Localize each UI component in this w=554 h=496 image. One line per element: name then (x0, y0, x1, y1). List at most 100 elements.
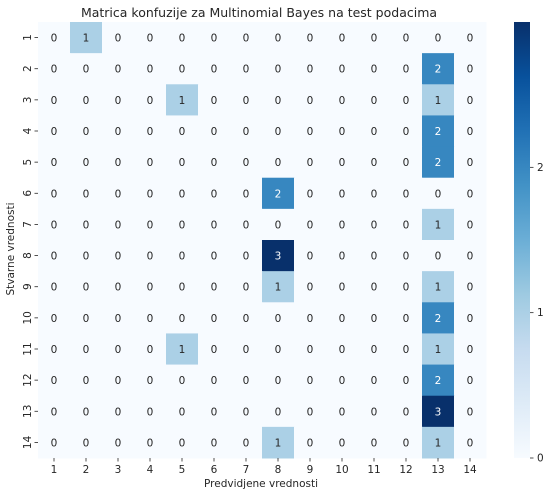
cell-value-label: 0 (83, 126, 90, 138)
cell-value-label: 0 (243, 188, 250, 200)
cell-value-label: 1 (435, 95, 442, 107)
x-tick-label: 5 (179, 464, 186, 476)
heatmap-cell (454, 240, 487, 272)
cell-value-label: 2 (275, 188, 282, 200)
heatmap-cell (422, 271, 455, 303)
y-tick-label: 1 (22, 34, 34, 41)
cell-value-label: 0 (115, 126, 122, 138)
heatmap-cell (230, 146, 263, 179)
cell-value-label: 0 (339, 95, 346, 107)
cell-value-label: 0 (275, 375, 282, 387)
heatmap-cell (70, 84, 103, 116)
cell-value-label: 0 (51, 344, 58, 356)
cell-value-label: 0 (211, 344, 218, 356)
heatmap-cell (166, 22, 199, 54)
heatmap-cell (262, 177, 295, 210)
cell-value-label: 0 (339, 344, 346, 356)
heatmap-cell (70, 115, 103, 148)
cell-value-label: 0 (211, 33, 218, 45)
cell-value-label: 2 (435, 126, 442, 138)
cell-value-label: 0 (307, 344, 314, 356)
cell-value-label: 0 (275, 126, 282, 138)
y-tick-label: 7 (22, 221, 34, 228)
cell-value-label: 0 (147, 157, 154, 169)
cell-value-label: 2 (435, 64, 442, 76)
heatmap-cell (230, 177, 263, 210)
heatmap-cell (134, 146, 167, 179)
heatmap-cell (134, 240, 167, 272)
cell-value-label: 3 (435, 406, 442, 418)
cell-value-label: 0 (307, 375, 314, 387)
heatmap-cell (358, 302, 391, 334)
cell-value-label: 0 (339, 219, 346, 231)
heatmap-cell (422, 208, 455, 241)
cell-value-label: 0 (467, 33, 474, 45)
cell-value-label: 0 (179, 219, 186, 231)
heatmap-cell (198, 271, 231, 303)
heatmap-cell (390, 84, 423, 116)
heatmap-cell (390, 146, 423, 179)
x-tick-label: 7 (243, 464, 250, 476)
heatmap-cell (390, 53, 423, 85)
cell-value-label: 0 (211, 188, 218, 200)
heatmap-cell (198, 53, 231, 85)
heatmap-cell (70, 271, 103, 303)
cell-value-label: 0 (115, 406, 122, 418)
cell-value-label: 0 (339, 126, 346, 138)
cell-value-label: 0 (371, 33, 378, 45)
cell-value-label: 0 (403, 157, 410, 169)
cell-value-label: 0 (147, 375, 154, 387)
heatmap-cell (294, 22, 327, 54)
cell-value-label: 0 (115, 95, 122, 107)
cell-value-label: 0 (243, 157, 250, 169)
cell-value-label: 0 (179, 188, 186, 200)
cell-value-label: 0 (115, 344, 122, 356)
cell-value-label: 0 (403, 375, 410, 387)
heatmap-cell (70, 395, 103, 428)
cell-value-label: 0 (115, 219, 122, 231)
heatmap-cell (454, 53, 487, 85)
y-tick-label: 6 (22, 190, 34, 197)
colorbar (514, 22, 530, 458)
heatmap-cell (454, 333, 487, 366)
heatmap-cell (358, 146, 391, 179)
cell-value-label: 1 (179, 344, 186, 356)
heatmap-cell (198, 177, 231, 210)
cell-value-label: 0 (467, 251, 474, 263)
cell-value-label: 0 (179, 375, 186, 387)
cell-value-label: 0 (51, 33, 58, 45)
cell-value-label: 0 (371, 219, 378, 231)
cell-value-label: 0 (211, 95, 218, 107)
cell-value-label: 0 (83, 219, 90, 231)
heatmap-cell (230, 22, 263, 54)
heatmap-cell (294, 395, 327, 428)
cell-value-label: 0 (83, 188, 90, 200)
heatmap-cell (358, 208, 391, 241)
cell-value-label: 0 (83, 64, 90, 76)
heatmap-cell (326, 302, 359, 334)
x-tick-label: 12 (399, 464, 412, 476)
cell-value-label: 3 (275, 251, 282, 263)
cell-value-label: 0 (435, 251, 442, 263)
y-tick-label: 14 (22, 435, 34, 449)
heatmap-cell (262, 426, 295, 459)
heatmap-cell (198, 115, 231, 148)
cell-value-label: 0 (243, 219, 250, 231)
cell-value-label: 0 (51, 126, 58, 138)
heatmap-cell (102, 426, 135, 459)
cell-value-label: 0 (339, 282, 346, 294)
cell-value-label: 0 (275, 313, 282, 325)
x-tick-label: 11 (367, 464, 380, 476)
cell-value-label: 0 (339, 64, 346, 76)
heatmap-cell (230, 53, 263, 85)
cell-value-label: 0 (403, 33, 410, 45)
heatmap-cell (358, 271, 391, 303)
heatmap-cell (326, 208, 359, 241)
heatmap-cell (454, 84, 487, 116)
heatmap-cell (294, 333, 327, 366)
cell-value-label: 2 (435, 157, 442, 169)
heatmap-cell (454, 115, 487, 148)
heatmap-cell (70, 240, 103, 272)
cell-value-label: 0 (147, 282, 154, 294)
cell-value-label: 0 (467, 313, 474, 325)
